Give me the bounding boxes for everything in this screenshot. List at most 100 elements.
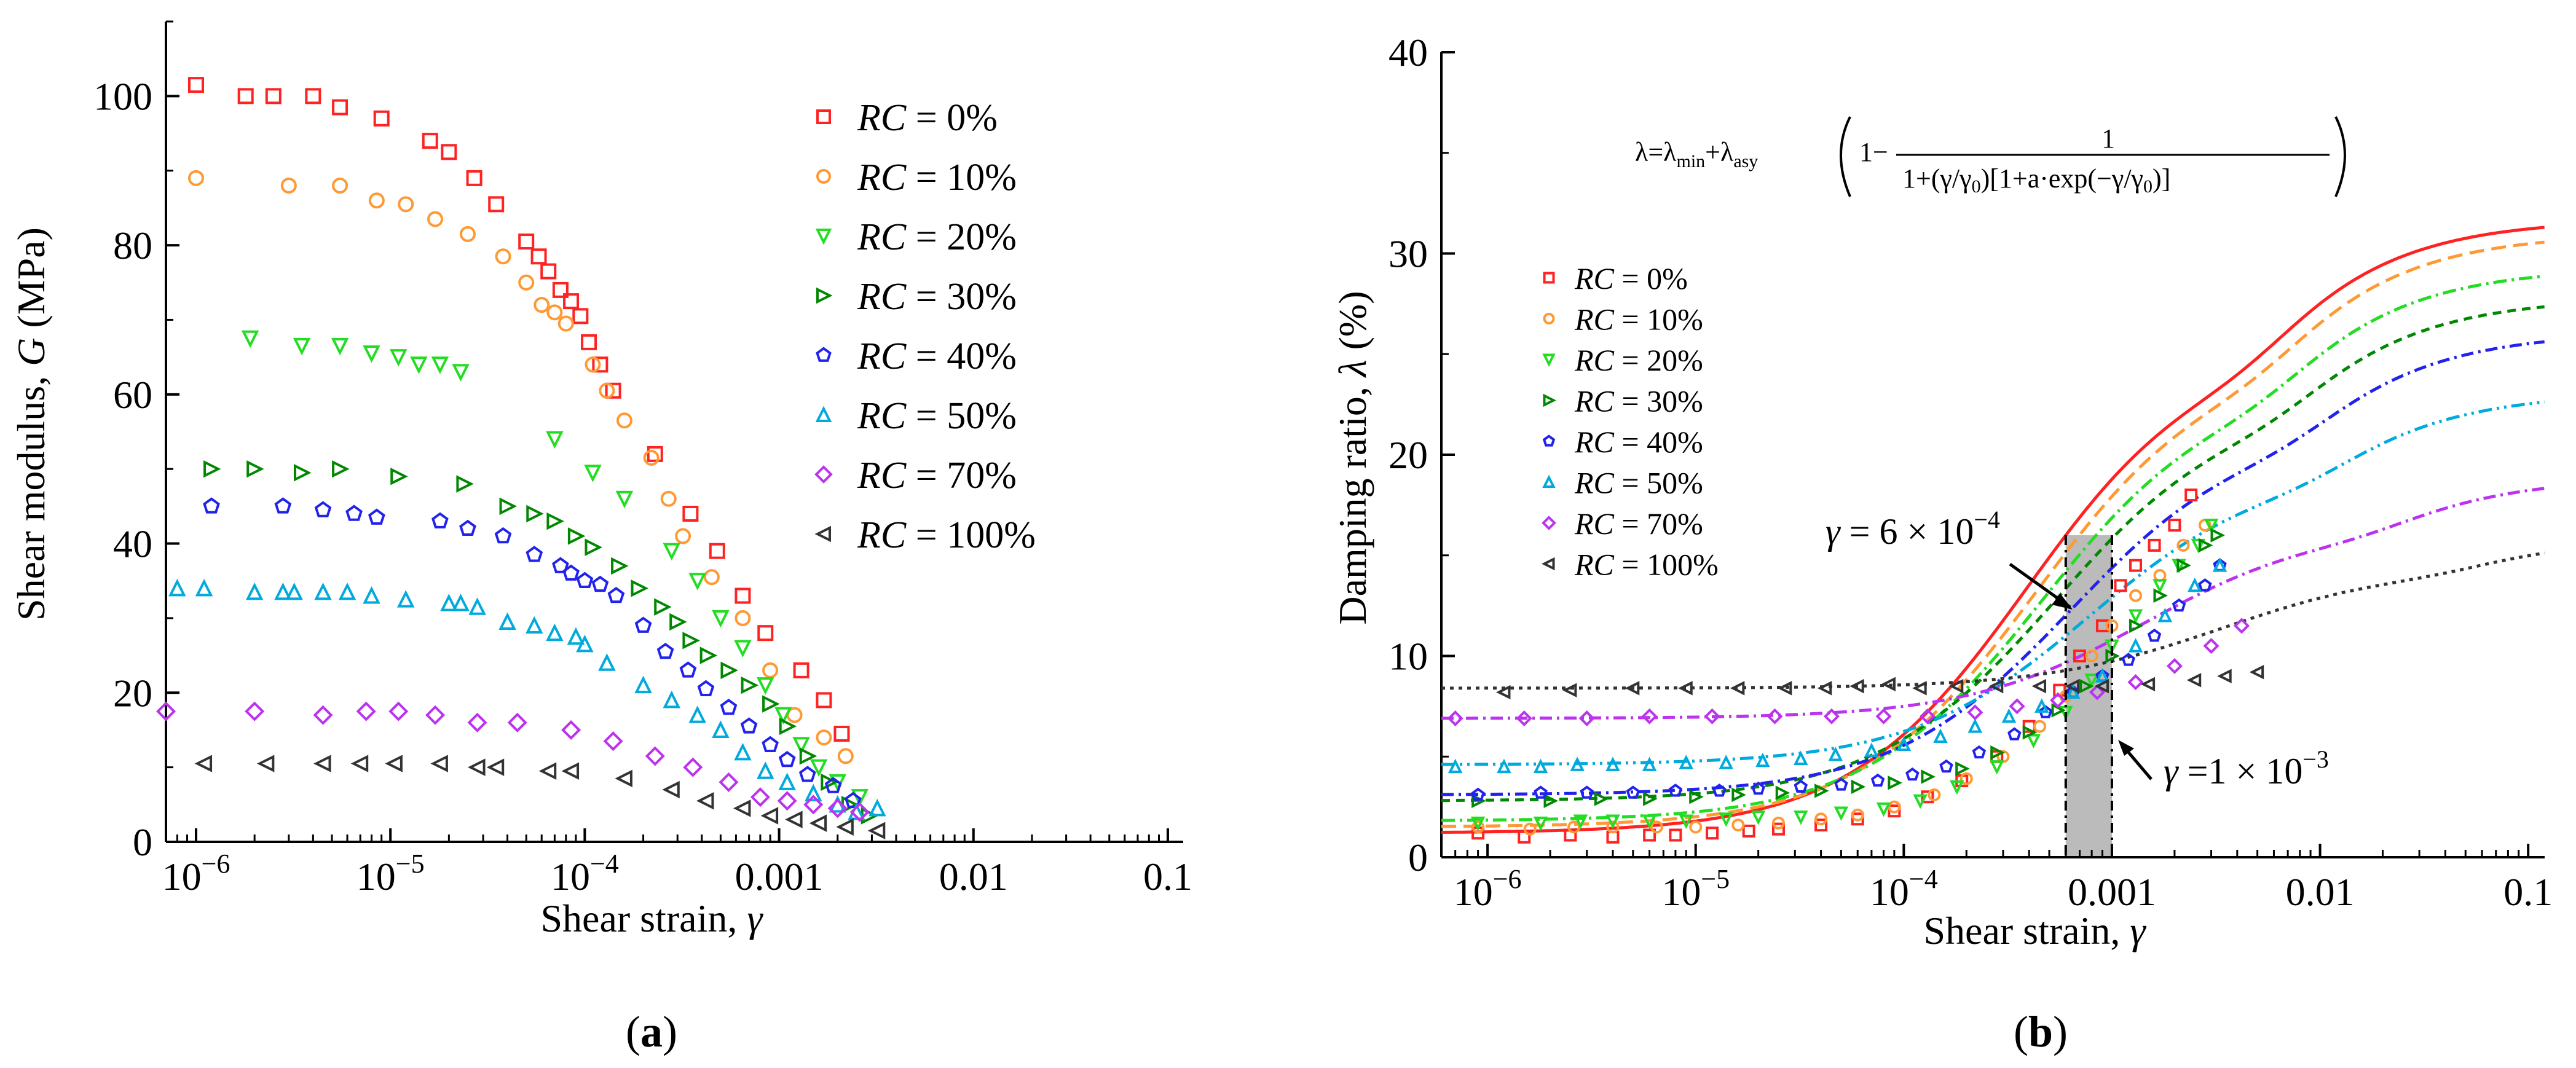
data-point xyxy=(546,431,564,449)
legend-label-rc-40: RC = 40% xyxy=(1574,425,1703,459)
data-point xyxy=(1516,710,1532,727)
data-point xyxy=(669,613,687,631)
data-point xyxy=(452,364,470,382)
data-point xyxy=(607,586,625,603)
data-point xyxy=(2085,650,2098,662)
data-point xyxy=(1580,785,1594,799)
data-point xyxy=(762,695,780,713)
data-point xyxy=(1864,742,1879,757)
data-point xyxy=(682,632,700,650)
data-point xyxy=(2153,588,2168,603)
data-point xyxy=(643,449,660,466)
legend-marker-rc-0 xyxy=(816,109,831,124)
data-point xyxy=(757,625,774,642)
data-point xyxy=(816,692,832,709)
data-point xyxy=(1913,794,1928,809)
data-point xyxy=(2129,559,2143,572)
a-x-tick-label: 0.1 xyxy=(1143,855,1192,898)
data-point xyxy=(2147,628,2162,642)
data-point xyxy=(1875,708,1892,724)
equation-paren-right xyxy=(2334,116,2346,197)
data-point xyxy=(585,356,601,373)
data-point xyxy=(615,769,632,788)
data-point xyxy=(561,720,581,740)
data-point xyxy=(2172,598,2186,612)
data-point xyxy=(468,758,486,776)
data-point xyxy=(2053,683,2066,697)
data-point xyxy=(2166,658,2183,674)
data-point xyxy=(581,334,597,350)
data-point xyxy=(1896,736,1912,752)
data-point xyxy=(1679,814,1693,830)
data-point xyxy=(1447,710,1463,727)
data-point xyxy=(1814,819,1828,832)
legend-label-rc-10: RC = 10% xyxy=(857,157,1017,198)
series-rc-40 xyxy=(1471,558,2227,801)
data-point xyxy=(2033,720,2047,733)
data-point xyxy=(431,356,449,374)
data-point xyxy=(1939,759,1953,773)
data-point xyxy=(709,543,725,559)
data-point xyxy=(798,766,816,782)
data-point xyxy=(1794,779,1808,793)
data-point xyxy=(459,519,476,536)
data-point xyxy=(2065,678,2080,694)
panel-b-data-marks xyxy=(1447,489,2264,844)
data-point xyxy=(1625,681,1640,696)
data-point xyxy=(712,720,730,738)
series-rc-70 xyxy=(1447,618,2250,727)
data-point xyxy=(1888,804,1901,818)
data-point xyxy=(1669,828,1682,842)
data-point xyxy=(1719,755,1733,769)
panel-b-legend: RC = 0% RC = 10% RC = 20% RC = 30% RC = 40% R… xyxy=(1542,261,1719,582)
data-point xyxy=(1518,830,1531,844)
data-point xyxy=(526,616,543,634)
data-point xyxy=(2034,698,2049,713)
b-y-tick-label: 10 xyxy=(1388,635,1428,678)
data-point xyxy=(2065,684,2081,699)
a-x-tick-label: 0.01 xyxy=(939,855,1008,898)
data-point xyxy=(1731,819,1745,832)
data-point xyxy=(833,726,850,742)
data-point xyxy=(2079,678,2094,694)
data-point xyxy=(2129,618,2144,634)
legend-label-rc-30: RC = 30% xyxy=(1574,384,1703,418)
annotation-strain-1e-3: γ =1 × 10−3 xyxy=(2118,740,2329,791)
annotation-right-text: γ =1 × 10−3 xyxy=(2164,745,2329,791)
data-point xyxy=(1988,678,2004,694)
legend-label-rc-100: RC = 100% xyxy=(857,514,1036,556)
legend-marker-rc-70 xyxy=(1542,516,1556,530)
data-point xyxy=(1689,790,1704,804)
data-point xyxy=(867,822,886,840)
data-point xyxy=(467,712,487,732)
data-point xyxy=(314,582,332,600)
a-x-tick-label: 10−4 xyxy=(551,849,619,898)
data-point xyxy=(168,578,186,597)
data-point xyxy=(2094,678,2109,694)
panel-a-x-axis-label: Shear strain, γ xyxy=(540,897,763,940)
data-point xyxy=(720,698,738,715)
data-point xyxy=(1448,758,1463,774)
data-point xyxy=(611,557,629,575)
data-point xyxy=(688,573,706,591)
data-point xyxy=(682,506,699,522)
data-point xyxy=(762,662,779,678)
b-x-tick-label: 0.001 xyxy=(2068,870,2156,914)
data-point xyxy=(2128,609,2143,624)
data-point xyxy=(2176,538,2190,552)
data-point xyxy=(430,755,448,772)
data-point xyxy=(750,787,770,807)
data-point xyxy=(363,345,380,363)
data-point xyxy=(507,712,527,732)
data-point xyxy=(696,792,714,810)
data-point xyxy=(599,382,615,399)
data-point xyxy=(563,293,580,310)
data-point xyxy=(410,356,428,374)
data-point xyxy=(572,308,589,324)
annotation-left-arrowhead xyxy=(2052,594,2073,610)
data-point xyxy=(757,677,774,695)
data-point xyxy=(1730,681,1745,696)
data-point xyxy=(2204,519,2219,533)
a-x-tick-label: 0.001 xyxy=(735,855,824,898)
data-point xyxy=(778,750,796,768)
